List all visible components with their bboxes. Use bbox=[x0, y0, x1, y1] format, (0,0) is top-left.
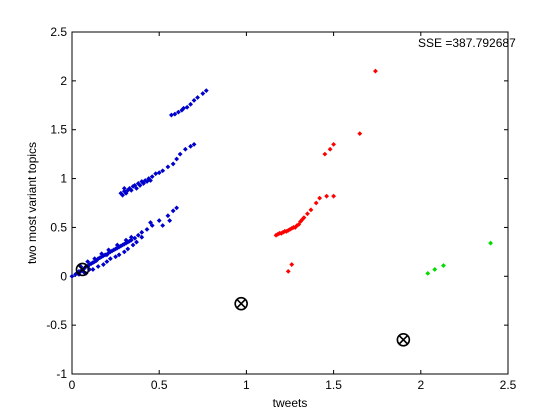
centroid-marker bbox=[75, 262, 90, 277]
plot-area bbox=[71, 31, 509, 375]
data-point bbox=[125, 246, 131, 252]
data-point bbox=[299, 217, 305, 223]
data-point bbox=[69, 273, 75, 279]
data-point bbox=[373, 68, 378, 74]
data-point bbox=[128, 234, 134, 240]
y-tick-label: 2.5 bbox=[50, 25, 67, 39]
data-point bbox=[78, 264, 84, 269]
data-point bbox=[322, 151, 328, 157]
data-point bbox=[156, 218, 162, 223]
y-tick-label: 0.5 bbox=[50, 220, 67, 234]
y-tick-label: 0 bbox=[60, 269, 67, 283]
data-point bbox=[170, 161, 176, 167]
data-point bbox=[308, 207, 314, 213]
data-point bbox=[128, 237, 134, 243]
data-point bbox=[148, 220, 153, 225]
data-point bbox=[191, 97, 197, 103]
data-point bbox=[324, 193, 330, 199]
sse-annotation: SSE =387.792687 bbox=[418, 36, 516, 50]
data-point bbox=[116, 252, 122, 258]
data-point bbox=[120, 192, 125, 198]
y-tick-label: 2 bbox=[60, 74, 67, 88]
data-point bbox=[90, 267, 96, 272]
x-tick-label: 0.5 bbox=[151, 378, 168, 392]
data-point bbox=[121, 249, 127, 255]
y-tick-label: 1 bbox=[60, 172, 67, 186]
data-point bbox=[317, 195, 323, 201]
data-point bbox=[167, 218, 173, 223]
data-point bbox=[172, 111, 178, 117]
y-tick-label: -0.5 bbox=[46, 318, 67, 332]
data-point bbox=[153, 171, 159, 177]
x-tick-label: 2.5 bbox=[500, 378, 517, 392]
y-tick-label: 1.5 bbox=[50, 123, 67, 137]
data-point bbox=[331, 141, 337, 147]
data-point bbox=[305, 211, 310, 217]
data-point bbox=[106, 247, 112, 253]
data-point bbox=[331, 193, 337, 199]
data-point bbox=[95, 264, 101, 269]
y-axis-label: two most variant topics bbox=[25, 142, 39, 264]
data-point bbox=[121, 185, 127, 191]
data-point bbox=[169, 112, 174, 118]
data-point bbox=[137, 183, 143, 188]
data-point bbox=[128, 187, 134, 193]
x-tick-label: 1.5 bbox=[325, 378, 342, 392]
centroid-marker bbox=[396, 332, 411, 347]
data-point bbox=[357, 131, 363, 137]
data-point bbox=[313, 200, 319, 206]
data-point bbox=[113, 254, 119, 260]
x-tick-label: 1 bbox=[243, 378, 250, 392]
x-tick-label: 0 bbox=[69, 378, 76, 392]
data-point bbox=[327, 146, 333, 152]
axis-ticks: 0 0.5 1 1.5 2 2.5 -1 -0.5 0 0.5 1 1.5 2 2.5 bbox=[46, 25, 516, 392]
data-point bbox=[488, 240, 493, 246]
data-point bbox=[195, 95, 200, 100]
data-point bbox=[177, 151, 183, 157]
x-axis-label: tweets bbox=[273, 396, 308, 410]
data-point bbox=[175, 109, 181, 115]
y-tick-label: -1 bbox=[56, 367, 67, 381]
centroid-marker bbox=[234, 296, 248, 311]
x-tick-label: 2 bbox=[417, 378, 424, 392]
